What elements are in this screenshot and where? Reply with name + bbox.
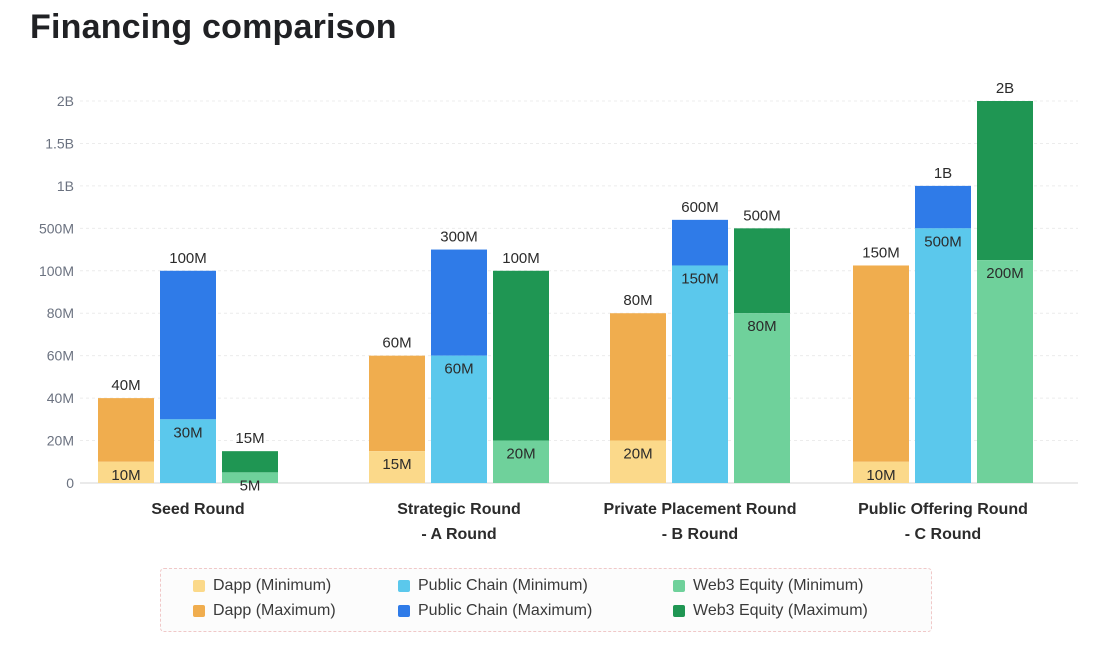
data-label-minimum: 150M — [681, 270, 719, 287]
y-tick-label: 2B — [57, 93, 74, 109]
bar-minimum — [853, 461, 909, 483]
legend-swatch — [673, 580, 685, 592]
y-tick-label: 20M — [47, 433, 74, 449]
legend-label: Dapp (Maximum) — [213, 602, 336, 619]
y-tick-label: 40M — [47, 390, 74, 406]
data-label-minimum: 20M — [506, 446, 535, 463]
data-label-minimum: 30M — [173, 424, 202, 441]
legend-label: Public Chain (Minimum) — [418, 577, 588, 594]
bar-minimum — [493, 440, 549, 483]
bar-minimum — [734, 313, 790, 483]
bar-maximum — [431, 249, 487, 356]
data-label-maximum: 150M — [862, 244, 900, 261]
legend-swatch — [193, 580, 205, 592]
bar-minimum — [222, 472, 278, 483]
bar-maximum — [160, 270, 216, 420]
legend-item-public-chain-min: Public Chain (Minimum) — [398, 577, 588, 595]
data-label-minimum: 200M — [986, 265, 1024, 282]
x-category-label: - C Round — [905, 526, 981, 543]
x-category-label: Public Offering Round — [858, 501, 1028, 518]
y-tick-label: 1.5B — [45, 135, 74, 151]
bar-maximum — [734, 228, 790, 314]
legend-item-dapp-max: Dapp (Maximum) — [193, 602, 336, 620]
bar-maximum — [672, 219, 728, 266]
legend-item-web3-equity-min: Web3 Equity (Minimum) — [673, 577, 863, 595]
x-category-label: Strategic Round — [397, 501, 521, 518]
y-tick-label: 100M — [39, 263, 74, 279]
data-label-maximum: 500M — [743, 207, 781, 224]
y-tick-label: 80M — [47, 305, 74, 321]
chart-legend: Dapp (Minimum) Public Chain (Minimum) We… — [160, 568, 932, 632]
legend-swatch — [398, 605, 410, 617]
bar-maximum — [610, 313, 666, 441]
x-category-label: Private Placement Round — [604, 501, 797, 518]
x-category-label: - B Round — [662, 526, 738, 543]
data-label-minimum: 80M — [747, 318, 776, 335]
x-category-label: - A Round — [421, 526, 496, 543]
y-tick-label: 0 — [66, 475, 74, 491]
legend-label: Dapp (Minimum) — [213, 577, 332, 594]
bar-maximum — [222, 451, 278, 473]
bar-minimum — [160, 419, 216, 483]
legend-swatch — [398, 580, 410, 592]
data-label-maximum: 40M — [111, 377, 140, 394]
legend-item-web3-equity-max: Web3 Equity (Maximum) — [673, 602, 868, 620]
bar-minimum — [98, 461, 154, 483]
x-category-label: Seed Round — [151, 501, 244, 518]
legend-item-dapp-min: Dapp (Minimum) — [193, 577, 331, 595]
bar-minimum — [369, 451, 425, 483]
data-label-maximum: 1B — [934, 165, 952, 182]
data-label-minimum: 20M — [623, 446, 652, 463]
data-label-minimum: 10M — [111, 467, 140, 484]
legend-label: Web3 Equity (Maximum) — [693, 602, 868, 619]
bar-minimum — [977, 260, 1033, 483]
data-label-maximum: 80M — [623, 292, 652, 309]
legend-item-public-chain-max: Public Chain (Maximum) — [398, 602, 592, 620]
data-label-maximum: 2B — [996, 80, 1014, 97]
data-label-maximum: 60M — [382, 335, 411, 352]
bar-maximum — [853, 265, 909, 462]
legend-swatch — [673, 605, 685, 617]
legend-label: Public Chain (Maximum) — [418, 602, 593, 619]
legend-label: Web3 Equity (Minimum) — [693, 577, 864, 594]
y-tick-label: 1B — [57, 178, 74, 194]
bar-maximum — [369, 355, 425, 452]
bar-minimum — [672, 265, 728, 483]
legend-swatch — [193, 605, 205, 617]
data-label-minimum: 60M — [444, 361, 473, 378]
bar-maximum — [493, 270, 549, 441]
bar-maximum — [98, 398, 154, 462]
data-label-minimum: 10M — [866, 467, 895, 484]
data-label-maximum: 600M — [681, 199, 719, 216]
bar-maximum — [977, 101, 1033, 261]
data-label-maximum: 15M — [235, 430, 264, 447]
data-label-minimum: 5M — [240, 477, 261, 494]
page-title: Financing comparison — [30, 8, 397, 46]
data-label-minimum: 500M — [924, 233, 962, 250]
financing-bar-chart: 0 20M 40M 60M 80M 100M 500M 1B 1.5B 2B 40M 10M 100M 3… — [39, 80, 1078, 543]
data-label-maximum: 100M — [502, 250, 540, 267]
bar-maximum — [915, 185, 971, 229]
y-tick-label: 500M — [39, 220, 74, 236]
bar-minimum — [431, 355, 487, 483]
bar-minimum — [610, 440, 666, 483]
y-tick-label: 60M — [47, 348, 74, 364]
data-label-minimum: 15M — [382, 456, 411, 473]
bar-minimum — [915, 228, 971, 483]
data-label-maximum: 100M — [169, 250, 207, 267]
data-label-maximum: 300M — [440, 229, 478, 246]
